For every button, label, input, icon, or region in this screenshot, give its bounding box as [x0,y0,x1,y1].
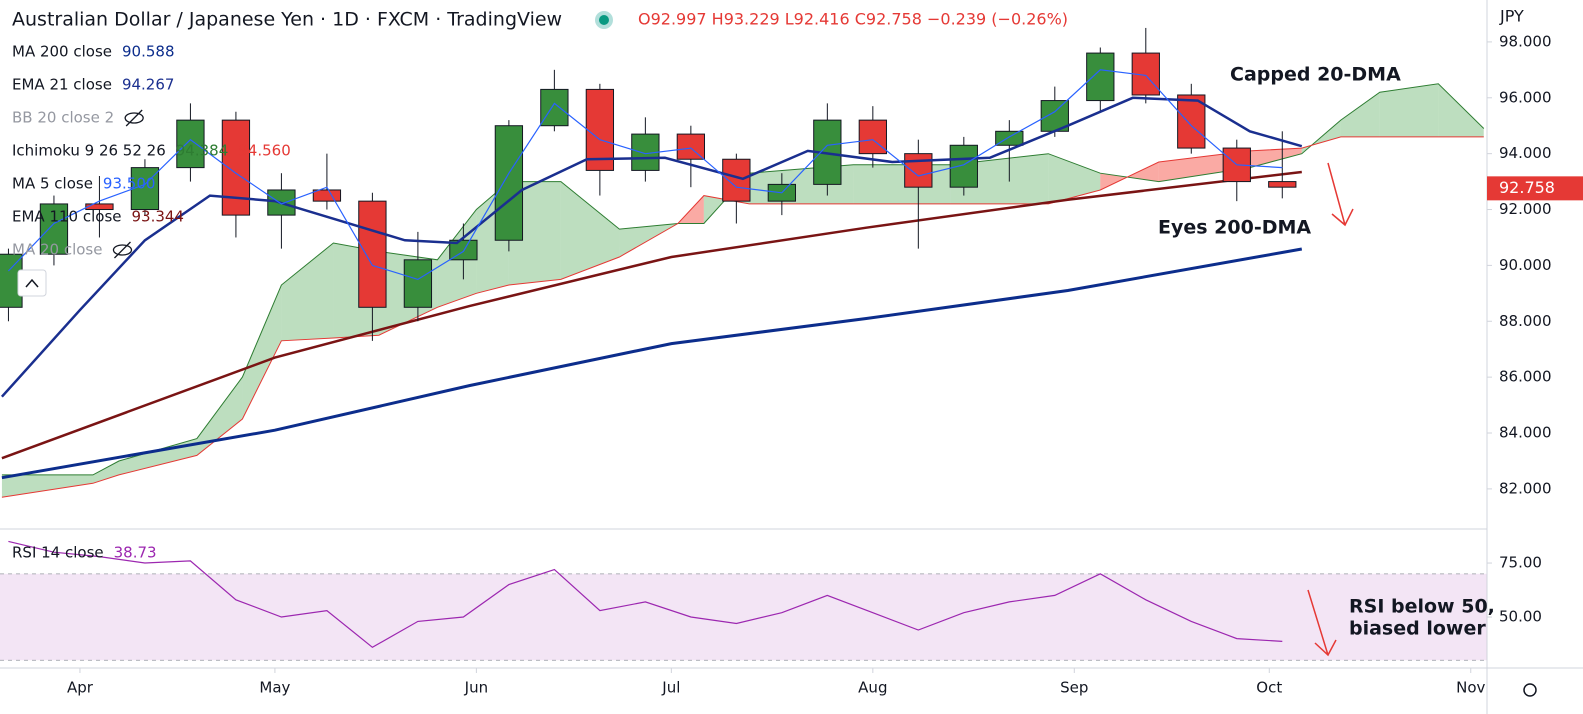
hidden-icon [114,241,131,259]
y-tick-label: 75.00 [1499,554,1542,572]
y-tick-label: 90.000 [1499,256,1552,274]
currency: JPY [1499,7,1524,26]
annotation: biased lower [1349,618,1486,640]
legend-name: EMA 21 close [12,76,112,94]
cloud-segment [242,284,282,420]
legend-name: Ichimoku 9 26 52 26 [12,142,166,160]
collapse-button[interactable] [17,269,47,297]
cloud-segment [92,460,119,484]
cloud-segment [1,474,93,498]
x-tick-label: Sep [1060,679,1088,697]
annotation: RSI below 50, [1349,596,1495,618]
legend-value: 38.73 [114,544,157,562]
y-tick-label: 86.000 [1499,368,1552,386]
candle-body [1177,94,1206,149]
candle-body [494,125,524,241]
cloud-segment [1379,83,1439,137]
x-tick-label: Apr [67,679,94,697]
candle-body [358,200,387,308]
ma-line [0,96,1303,398]
ma-line [1,170,1302,460]
candle-body [904,153,933,188]
y-tick-label: 94.000 [1499,144,1552,162]
price-label-bg [1487,176,1583,201]
x-tick-label: May [259,679,290,697]
y-tick-label: 98.000 [1499,32,1552,50]
cloud-segment [1438,83,1484,137]
span-b [1,136,1484,498]
annotation: Capped 20-DMA [1230,64,1401,86]
candle-body [1086,52,1115,102]
y-tick-label: 50.00 [1499,608,1542,626]
y-tick-label: 88.000 [1499,312,1552,330]
cloud-segment [1249,148,1302,168]
hidden-icon [125,109,143,127]
x-tick-label: Nov [1456,679,1485,697]
legend-name: BB 20 close 2 [12,109,114,127]
y-tick-label: 96.000 [1499,88,1552,106]
collapse-icon [25,278,39,288]
status-dot [599,15,609,25]
y-tick-label: 82.000 [1499,479,1552,497]
legend-value: 93.500 [103,175,156,193]
candle-body [676,133,706,160]
candle-body [176,119,205,169]
candle-body [403,259,433,308]
candle-body [949,144,978,188]
legend-name: EMA 110 close [12,208,121,226]
price-label: 92.758 [1499,178,1555,197]
rsi-line [8,540,1283,649]
legend-name: MA 5 close [12,175,93,193]
x-tick-label: Jun [464,679,488,697]
legend-name: MA 200 close [12,43,112,61]
y-tick-label: 92.000 [1499,200,1552,218]
cloud-segment [853,164,951,204]
cloud-segment [196,377,243,456]
legend-name: MA 20 close [12,241,102,259]
cloud-segment [1340,92,1380,137]
x-tick-label: Oct [1256,679,1282,697]
legend-value: 94.384 [176,142,229,160]
legend-value: 94.267 [122,76,175,94]
chart-title: Australian Dollar / Japanese Yen · 1D · … [12,9,562,31]
plot-area [0,27,1487,661]
candle-body [39,203,69,255]
legend-value: 93.344 [131,208,184,226]
x-tick-label: Jul [661,679,680,697]
legend-value: 90.588 [122,43,175,61]
rsi-band [0,573,1487,661]
y-tick-label: 84.000 [1499,424,1552,442]
annotation: Eyes 200-DMA [1158,217,1311,239]
candle-body [312,189,342,202]
ma-line [1,247,1303,480]
cloud-segment [560,181,620,280]
candle-body [85,203,114,211]
arrow [1327,162,1354,227]
settings-icon[interactable] [1523,683,1537,697]
x-tick-label: Aug [858,679,887,697]
arrow [1307,589,1337,657]
cloud-segment [281,243,334,341]
candle-body [1268,181,1297,188]
legend-value: 94.560 [238,142,291,160]
hidden-icon [124,112,144,124]
ohlc: O92.997 H93.229 L92.416 C92.758 −0.239 (… [638,10,1068,29]
candle-body [221,119,251,216]
ma-line [7,69,1283,281]
candle-body [858,119,887,155]
cloud-segment [1048,153,1101,204]
candle-body [585,88,615,171]
legend-name: RSI 14 close [12,544,104,562]
hidden-icon [112,244,133,256]
candle-body [540,88,569,127]
candle-body [722,158,751,202]
